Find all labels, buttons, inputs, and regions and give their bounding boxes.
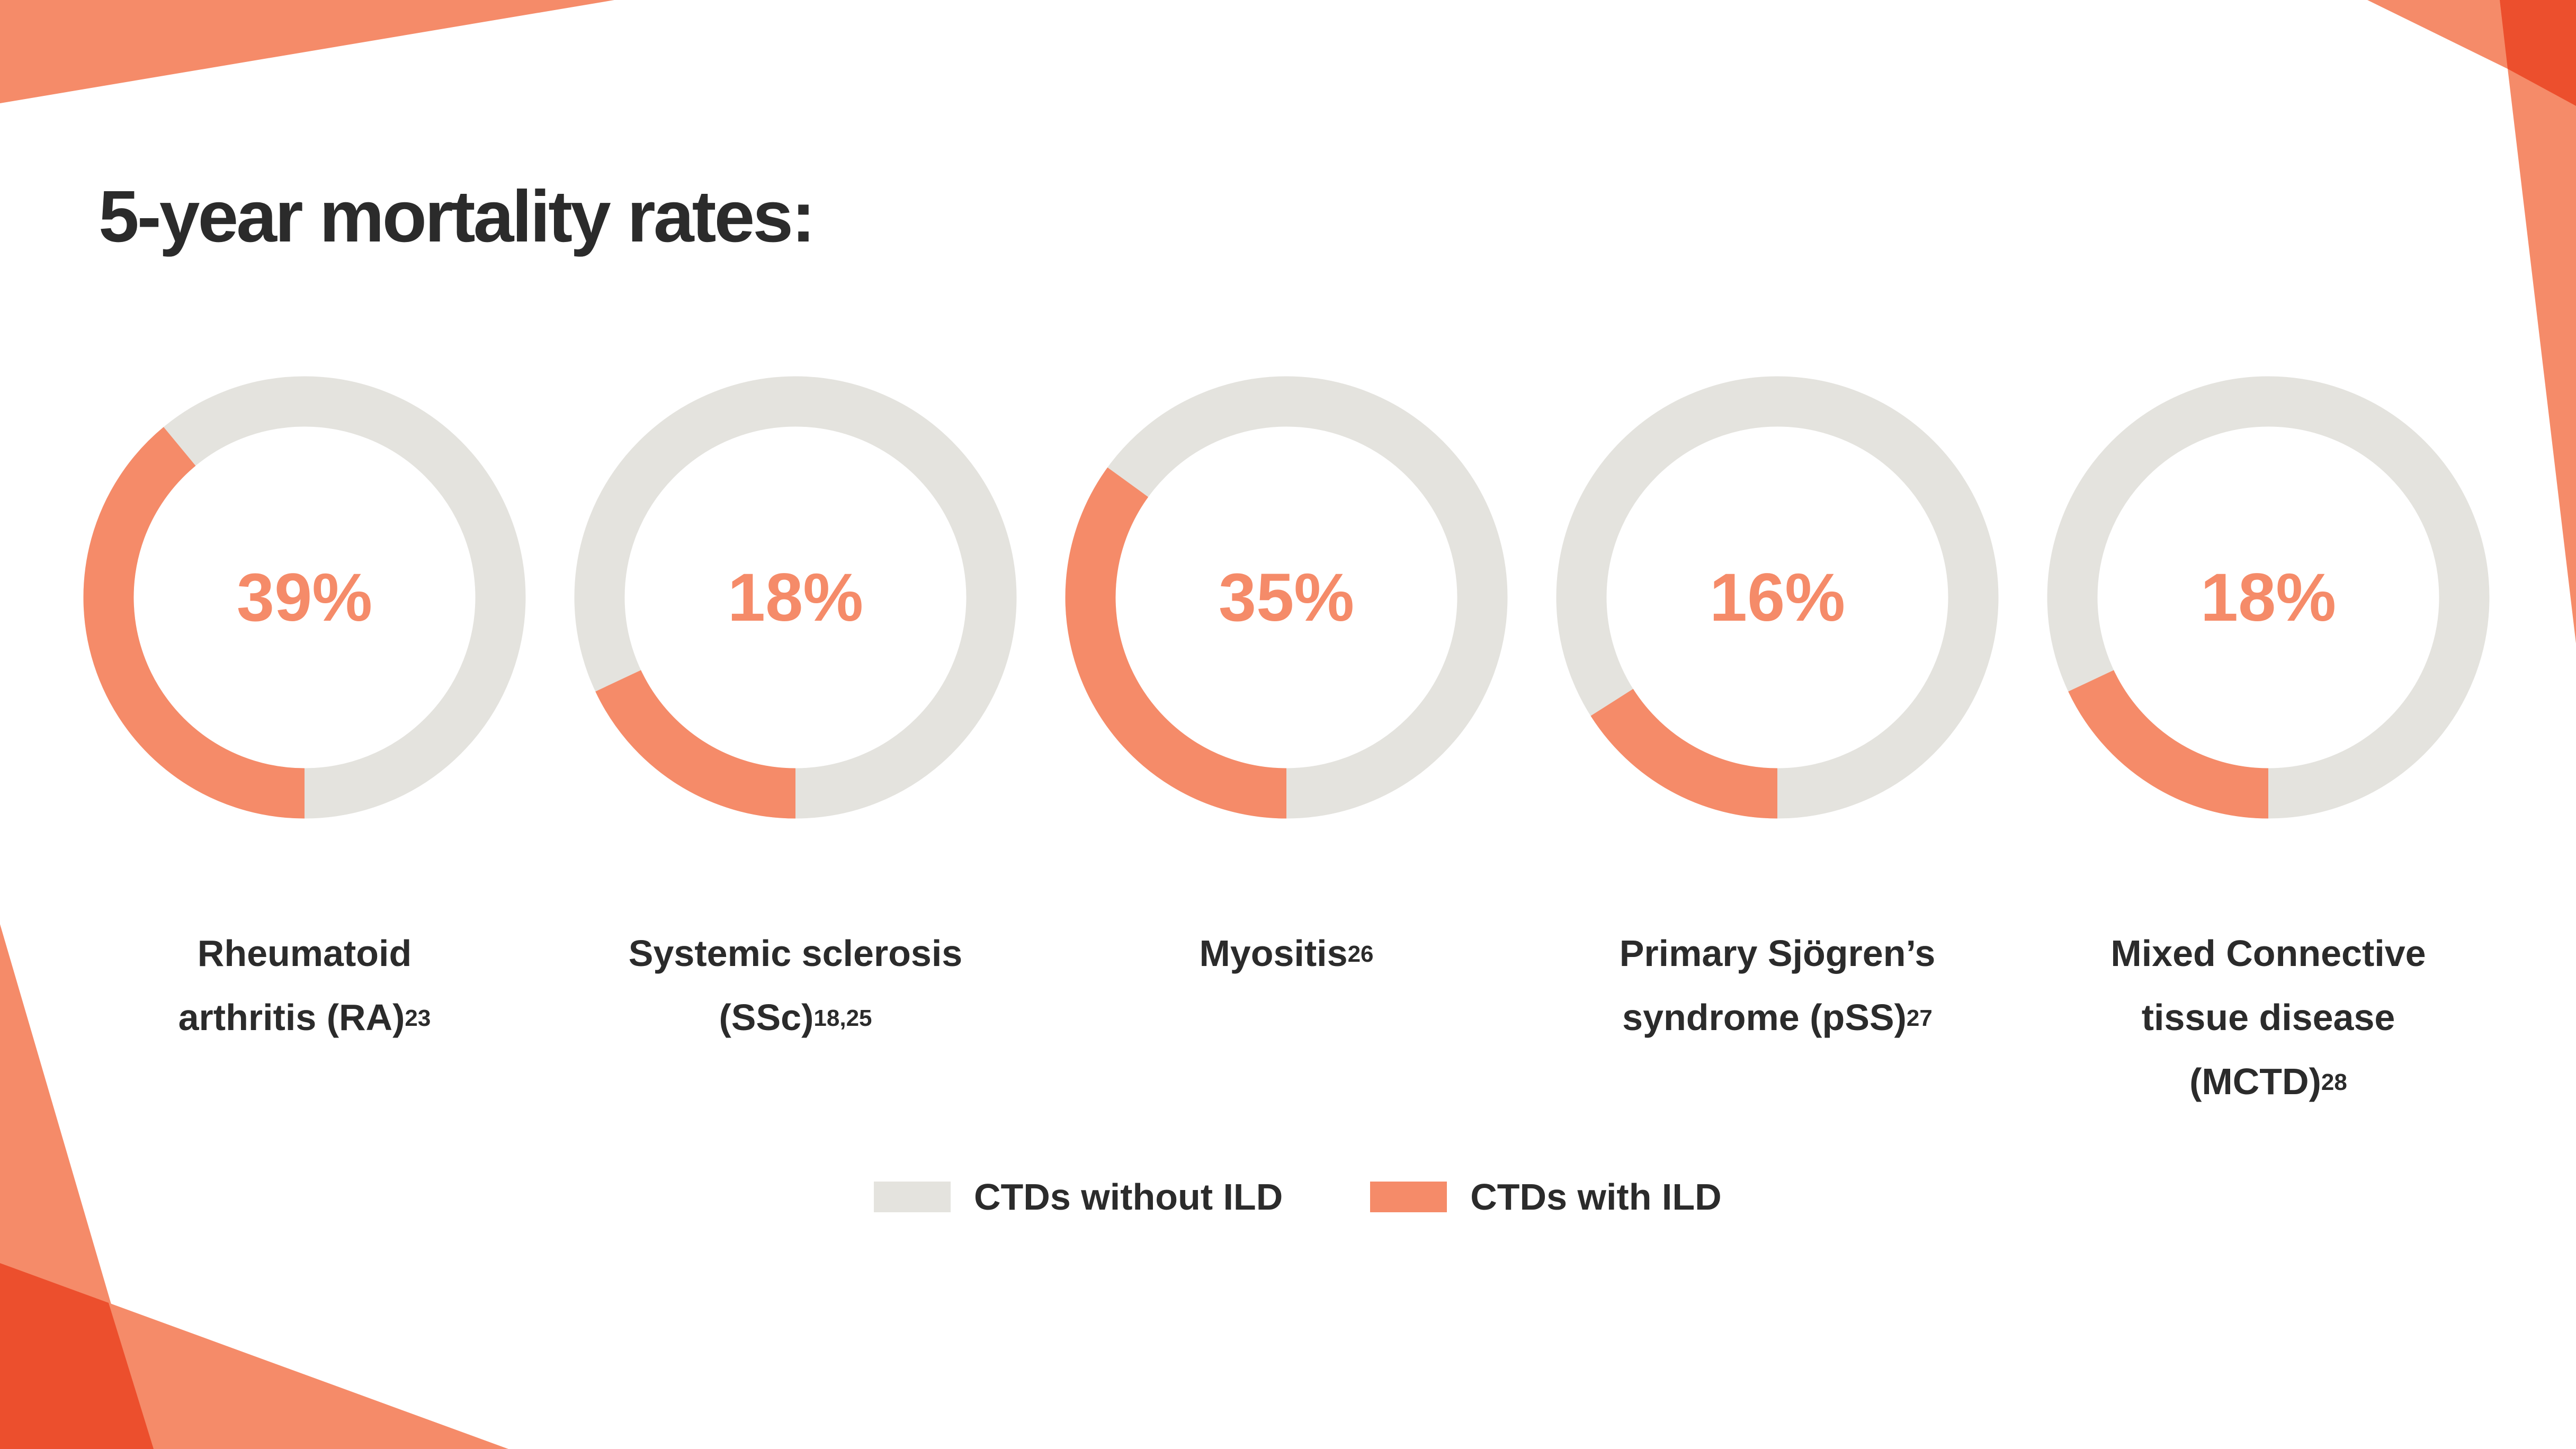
page-title: 5-year mortality rates: [99,176,816,257]
legend-label-with-ild: CTDs with ILD [1470,1176,1722,1218]
donut-rheumatoid-arthritis: 39% [83,376,526,819]
donut-mixed-connective-tissue-disease: 18% [2047,376,2490,819]
donut-slice-with-ild [2068,669,2269,819]
chart-label-myositis: Myositis26 [1048,922,1525,986]
donut-systemic-sclerosis: 18% [574,376,1017,819]
top-right-corner-shape [2367,0,2576,643]
reference-superscript: 23 [405,1005,431,1031]
legend-swatch-with-ild [1370,1182,1447,1212]
donut-value-label: 18% [728,560,863,636]
donut-slice-with-ild [1590,688,1778,819]
donut-myositis: 35% [1065,376,1508,819]
donut-primary-sj-gren-s-syndrome: 16% [1556,376,1999,819]
top-left-corner-shape [0,0,614,103]
reference-superscript: 27 [1906,1005,1933,1031]
reference-superscript: 26 [1347,941,1374,967]
chart-label-line: syndrome (pSS) [1622,997,1907,1038]
chart-label-line: Mixed Connective [2110,933,2426,974]
chart-label-line: arthritis (RA) [178,997,405,1038]
legend-item-without-ild: CTDs without ILD [874,1176,1283,1218]
chart-label-rheumatoid-arthritis: Rheumatoid arthritis (RA)23 [66,922,543,1050]
donut-value-label: 16% [1710,560,1845,636]
reference-superscript: 28 [2321,1069,2347,1095]
legend-swatch-without-ild [874,1182,951,1212]
donut-slice-with-ild [595,669,796,819]
chart-label-line: Myositis [1199,933,1348,974]
chart-label-line: Systemic sclerosis [628,933,963,974]
chart-label-line: (SSc) [719,997,814,1038]
chart-label-mixed-connective-tissue-disease: Mixed Connective tissue disease (MCTD)28 [2030,922,2507,1114]
chart-label-systemic-sclerosis: Systemic sclerosis (SSc)18,25 [557,922,1034,1050]
chart-label-line: Primary Sjögren’s [1619,933,1936,974]
donut-slice-with-ild [1065,467,1287,819]
chart-label-line: (MCTD) [2189,1061,2321,1102]
bottom-left-corner-accent [0,1263,154,1449]
donut-value-label: 35% [1219,560,1354,636]
chart-label-primary-sj-gren-s-syndrome: Primary Sjögren’s syndrome (pSS)27 [1539,922,2016,1050]
donut-slice-with-ild [83,427,305,819]
legend-label-without-ild: CTDs without ILD [974,1176,1283,1218]
chart-label-line: Rheumatoid [197,933,412,974]
top-right-corner-accent [2500,0,2576,106]
legend: CTDs without ILD CTDs with ILD [874,1176,1722,1218]
donut-value-label: 18% [2201,560,2336,636]
donut-value-label: 39% [237,560,372,636]
chart-label-line: tissue disease [2141,997,2395,1038]
reference-superscript: 18,25 [813,1005,872,1031]
legend-item-with-ild: CTDs with ILD [1370,1176,1722,1218]
